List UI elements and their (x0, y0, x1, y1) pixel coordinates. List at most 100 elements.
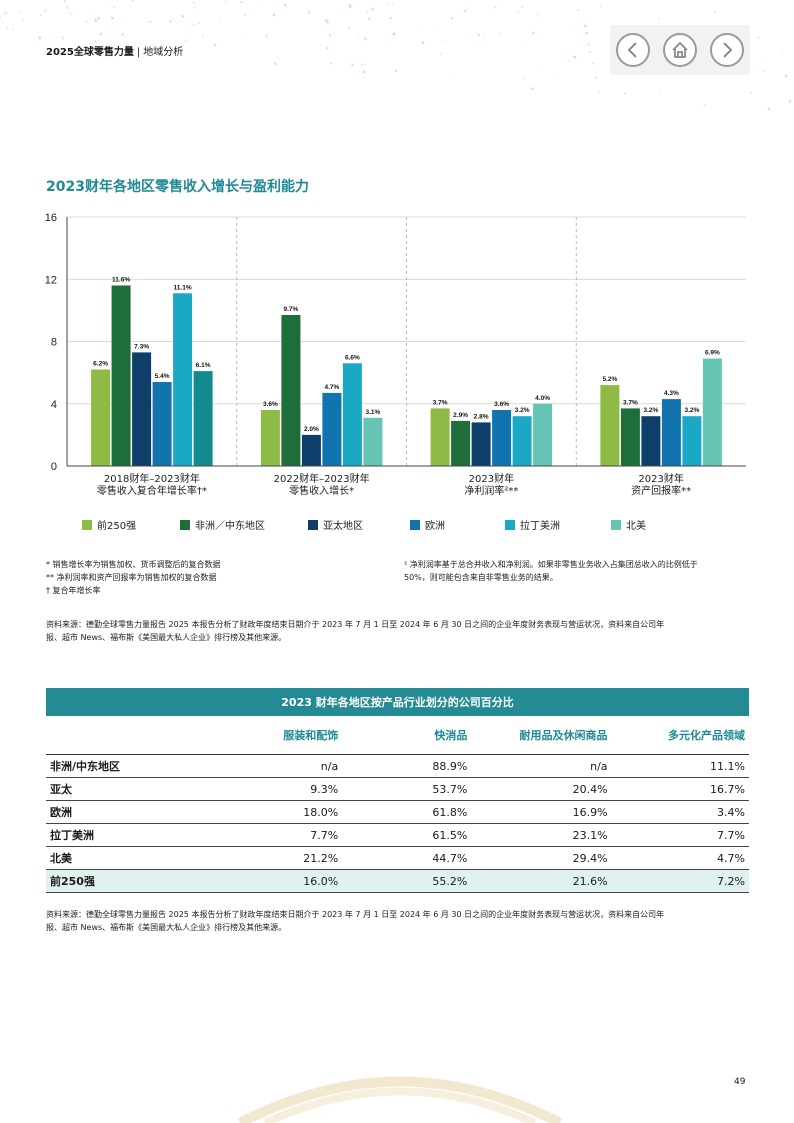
table-row-label: 北美 (46, 846, 214, 870)
bar (451, 420, 471, 466)
table-cell: n/a (471, 754, 612, 778)
table-cell: 44.7% (342, 846, 472, 870)
table-cell: 7.7% (611, 823, 749, 847)
table-source-line-2: 报、超市 News、福布斯《美国最大私人企业》排行榜及其他来源。 (46, 923, 287, 932)
next-page-button[interactable] (710, 33, 744, 67)
header-separator: | (136, 47, 141, 58)
table-title: 2023 财年各地区按产品行业划分的公司百分比 (46, 688, 749, 716)
table-source-line-1: 资料来源：德勤全球零售力量报告 2025 本报告分析了财政年度结束日期介于 20… (46, 910, 665, 919)
table-header-blank (46, 716, 214, 755)
table-cell: 7.2% (611, 869, 749, 893)
table-row: 北美 21.2% 44.7% 29.4% 4.7% (46, 846, 749, 870)
bar (342, 363, 362, 466)
footnotes-right: ² 净利润率基于总合并收入和净利润。如果非零售业务收入占集团总收入的比例低于 5… (404, 558, 754, 584)
table-cell: 23.1% (471, 823, 612, 847)
footnote-1: * 销售增长率为销售加权、货币调整后的复合数据 (46, 560, 221, 569)
data-label: 3.1% (365, 409, 380, 416)
table-cell: 18.0% (213, 800, 343, 824)
y-tick-label: 16 (45, 212, 57, 224)
bar-chart: 0 4 8 12 16 6.2% 11.6% 7.3% 5.4% 11.1% 6.1% 2018财年–… (45, 212, 746, 532)
data-label: 3.2% (515, 407, 530, 414)
data-label: 4.7% (324, 384, 339, 391)
bar (471, 422, 491, 466)
chart-source-line-2: 报、超市 News、福布斯《美国最大私人企业》排行榜及其他来源。 (46, 633, 287, 642)
table-header-durables: 耐用品及休闲商品 (471, 716, 612, 755)
bar (301, 434, 321, 466)
page-navigation (610, 25, 750, 75)
legend-label: 亚太地区 (323, 519, 363, 532)
table-cell: 61.8% (342, 800, 472, 824)
data-label: 6.1% (196, 362, 211, 369)
chart-source-line-1: 资料来源：德勤全球零售力量报告 2025 本报告分析了财政年度结束日期介于 20… (46, 620, 665, 629)
y-tick-label: 12 (45, 274, 57, 286)
bar (260, 410, 280, 466)
bar (512, 416, 532, 466)
sector-table: 2023 财年各地区按产品行业划分的公司百分比 服装和配饰 快消品 耐用品及休闲… (46, 688, 749, 893)
data-label: 5.4% (155, 373, 170, 380)
section-name: 地域分析 (143, 47, 184, 58)
footnotes-left: * 销售增长率为销售加权、货币调整后的复合数据 ** 净利润率和资产回报率为销售… (46, 558, 221, 597)
bar (661, 399, 681, 466)
bar (111, 285, 131, 466)
bar (682, 416, 702, 466)
table-cell: 4.7% (611, 846, 749, 870)
chart-source: 资料来源：德勤全球零售力量报告 2025 本报告分析了财政年度结束日期介于 20… (46, 618, 751, 644)
home-icon (672, 41, 688, 58)
table-row-label: 亚太 (46, 777, 214, 801)
data-label: 9.7% (283, 306, 298, 313)
chevron-right-icon (723, 42, 733, 58)
page-header: 2025全球零售力量 | 地域分析 (46, 43, 183, 58)
page-number: 49 (734, 1077, 746, 1087)
table-cell: n/a (213, 754, 343, 778)
prev-page-button[interactable] (616, 33, 650, 67)
table-header-apparel: 服装和配饰 (213, 716, 343, 755)
legend-swatch (410, 520, 420, 530)
table-row: 亚太 9.3% 53.7% 20.4% 16.7% (46, 777, 749, 801)
bar (641, 416, 661, 466)
table-cell: 55.2% (342, 869, 472, 893)
table-row-label: 前250强 (46, 869, 214, 893)
bar (492, 410, 512, 466)
x-category-label: 净利润率²** (464, 484, 518, 497)
table-source: 资料来源：德勤全球零售力量报告 2025 本报告分析了财政年度结束日期介于 20… (46, 908, 751, 934)
chart-title: 2023财年各地区零售收入增长与盈利能力 (46, 179, 309, 195)
table-row: 拉丁美洲 7.7% 61.5% 23.1% 7.7% (46, 823, 749, 847)
x-category-label: 2023财年 (638, 472, 683, 485)
bar (91, 369, 111, 466)
bar (322, 392, 342, 466)
data-label: 2.0% (304, 426, 319, 433)
table-row-label: 非洲/中东地区 (46, 754, 214, 778)
table-cell: 16.0% (213, 869, 343, 893)
legend-label: 非洲／中东地区 (195, 519, 265, 532)
data-label: 7.3% (134, 343, 149, 350)
footnote-4: ² 净利润率基于总合并收入和净利润。如果非零售业务收入占集团总收入的比例低于 (404, 560, 698, 569)
legend-swatch (611, 520, 621, 530)
data-label: 3.2% (643, 407, 658, 414)
data-label: 6.9% (705, 350, 720, 357)
table-cell: 11.1% (611, 754, 749, 778)
bar (193, 371, 213, 466)
x-category-label: 2023财年 (469, 472, 514, 485)
table-body: 非洲/中东地区 n/a 88.9% n/a 11.1% 亚太 9.3% 53.7% 20.4% 1… (46, 754, 749, 893)
data-label: 3.6% (494, 401, 509, 408)
data-label: 3.2% (684, 407, 699, 414)
table-cell: 16.7% (611, 777, 749, 801)
table-cell: 20.4% (471, 777, 612, 801)
data-label: 3.6% (263, 401, 278, 408)
legend-swatch (180, 520, 190, 530)
legend-label: 北美 (626, 519, 646, 532)
home-button[interactable] (663, 33, 697, 67)
chevron-left-icon (627, 42, 637, 58)
y-tick-label: 4 (51, 399, 57, 411)
data-label: 11.6% (112, 277, 130, 284)
bar (132, 352, 152, 466)
footnote-3: † 复合年增长率 (46, 586, 101, 595)
legend-swatch (308, 520, 318, 530)
x-category-label: 2018财年–2023财年 (104, 472, 200, 485)
x-category-label: 2022财年–2023财年 (274, 472, 370, 485)
table-row: 前250强 16.0% 55.2% 21.6% 7.2% (46, 869, 749, 893)
table-row: 非洲/中东地区 n/a 88.9% n/a 11.1% (46, 754, 749, 778)
legend-label: 前250强 (97, 519, 136, 532)
data-label: 2.8% (474, 413, 489, 420)
table-header-diversified: 多元化产品领域 (611, 716, 749, 755)
